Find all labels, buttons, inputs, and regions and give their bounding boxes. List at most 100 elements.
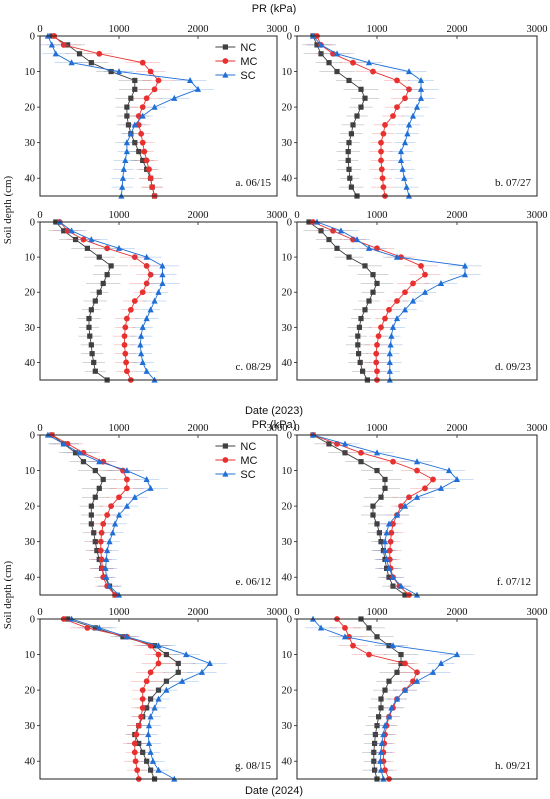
data-point bbox=[402, 95, 408, 102]
data-point bbox=[96, 50, 103, 57]
data-point bbox=[68, 59, 75, 66]
data-point bbox=[397, 157, 405, 164]
data-point bbox=[393, 253, 401, 260]
data-point bbox=[397, 148, 405, 155]
data-point bbox=[318, 51, 324, 57]
x-tick-label: 1000 bbox=[367, 24, 388, 35]
data-point bbox=[138, 332, 145, 339]
data-point bbox=[183, 651, 190, 658]
x-tick-label: 2000 bbox=[188, 24, 209, 35]
data-point bbox=[132, 758, 139, 765]
data-point bbox=[386, 350, 393, 357]
data-point bbox=[401, 502, 409, 509]
legend-marker bbox=[222, 44, 228, 50]
y-tick-label: 0 bbox=[30, 431, 35, 442]
data-point bbox=[388, 332, 395, 339]
data-point bbox=[334, 245, 340, 251]
data-point bbox=[108, 503, 114, 510]
panel-label: g. 08/15 bbox=[235, 760, 272, 772]
data-point bbox=[84, 624, 91, 631]
y-tick-label: 20 bbox=[25, 103, 36, 114]
y-tick-label: 20 bbox=[282, 502, 293, 513]
data-point bbox=[437, 660, 445, 667]
data-point bbox=[134, 767, 141, 774]
data-point bbox=[386, 547, 393, 554]
plot-frame bbox=[296, 434, 538, 596]
data-point bbox=[122, 157, 129, 164]
data-point bbox=[317, 624, 325, 631]
legend-marker bbox=[222, 470, 229, 477]
data-point bbox=[60, 41, 67, 48]
data-point bbox=[143, 678, 150, 685]
top-x-axis-title: PR (kPa) bbox=[252, 3, 297, 15]
data-point bbox=[341, 440, 349, 447]
panel-7: 0 1000 2000 3000 0 10 20 30 40 h. 09/21 bbox=[282, 607, 548, 782]
data-point bbox=[122, 324, 129, 331]
x-tick-label: 0 bbox=[294, 423, 299, 434]
panel-5: 0 1000 2000 3000 0 10 20 30 40 f. 07/12 bbox=[282, 423, 548, 598]
data-point bbox=[378, 157, 384, 164]
data-point bbox=[163, 678, 169, 684]
panel-0: 0 1000 2000 3000 0 10 20 30 40 a. 06/15 NC MC SC bbox=[25, 24, 288, 199]
data-point bbox=[382, 767, 388, 774]
x-tick-label: 0 bbox=[37, 210, 42, 221]
data-point bbox=[410, 280, 416, 287]
data-point bbox=[103, 556, 110, 563]
plot-frame bbox=[39, 434, 278, 596]
data-point bbox=[65, 42, 71, 48]
data-point bbox=[365, 244, 373, 251]
y-tick-label: 0 bbox=[30, 218, 35, 229]
data-point bbox=[394, 104, 400, 111]
data-point bbox=[326, 441, 332, 447]
data-point bbox=[151, 86, 158, 93]
data-point bbox=[125, 122, 132, 128]
series-mc bbox=[41, 33, 175, 199]
data-point bbox=[413, 458, 421, 465]
series-sc bbox=[297, 431, 474, 598]
x-tick-label: 0 bbox=[37, 423, 42, 434]
data-point bbox=[80, 459, 87, 465]
data-point bbox=[406, 494, 412, 501]
data-point bbox=[378, 324, 384, 331]
y-tick-label: 30 bbox=[25, 138, 36, 149]
data-point bbox=[102, 564, 109, 571]
data-point bbox=[357, 359, 363, 366]
data-point bbox=[132, 86, 138, 92]
data-point bbox=[377, 757, 384, 764]
data-point bbox=[358, 459, 364, 465]
data-point bbox=[155, 651, 162, 658]
data-point bbox=[373, 359, 380, 366]
data-point bbox=[378, 139, 384, 146]
data-point bbox=[123, 502, 130, 509]
data-point bbox=[143, 315, 150, 322]
data-point bbox=[377, 748, 385, 755]
top-date-label: Date (2023) bbox=[245, 405, 303, 417]
data-point bbox=[127, 130, 134, 137]
y-tick-label: 20 bbox=[25, 288, 36, 299]
data-point bbox=[148, 696, 154, 702]
data-point bbox=[387, 341, 394, 348]
data-point bbox=[108, 68, 114, 75]
data-point bbox=[372, 740, 378, 747]
data-point bbox=[104, 512, 111, 518]
data-point bbox=[115, 244, 123, 251]
data-point bbox=[144, 705, 150, 711]
data-point bbox=[381, 722, 389, 729]
data-point bbox=[86, 315, 92, 322]
series-sc bbox=[297, 32, 439, 199]
data-point bbox=[314, 42, 320, 48]
data-point bbox=[390, 520, 396, 527]
data-point bbox=[155, 288, 162, 295]
data-point bbox=[354, 113, 360, 119]
x-tick-label: 1000 bbox=[109, 607, 130, 618]
data-point bbox=[145, 731, 152, 738]
data-point bbox=[380, 184, 387, 191]
data-point bbox=[413, 677, 421, 684]
data-point bbox=[381, 538, 389, 545]
x-tick-label: 2000 bbox=[447, 607, 468, 618]
plot-frame bbox=[39, 221, 278, 381]
data-point bbox=[143, 367, 150, 374]
plot-frame bbox=[296, 618, 538, 780]
panel-label: d. 09/23 bbox=[495, 361, 532, 373]
